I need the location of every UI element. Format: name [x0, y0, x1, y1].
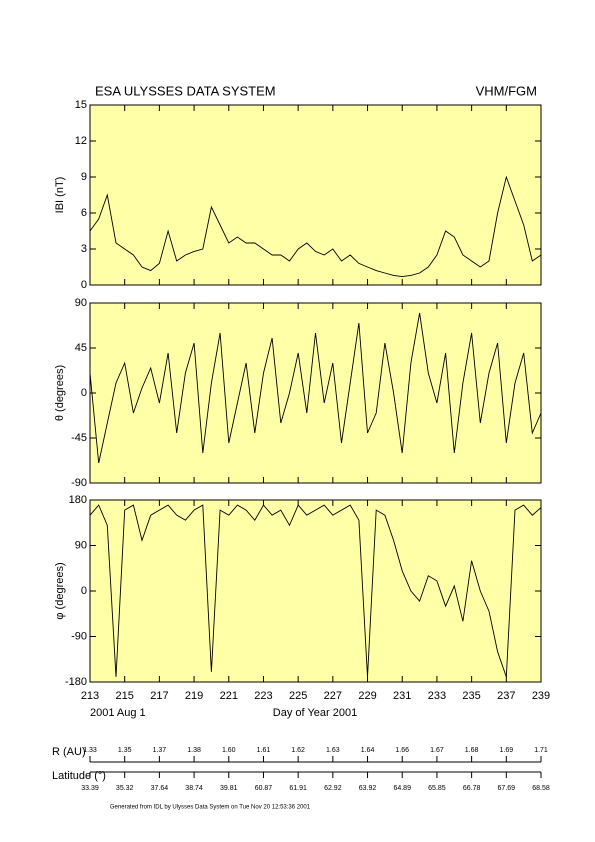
- x-tick-label: 231: [393, 690, 411, 702]
- y-tick-label: 15: [75, 99, 87, 111]
- x-tick-label: 227: [324, 690, 342, 702]
- lat-value: 38.74: [185, 785, 203, 792]
- r-value: 1.63: [326, 747, 340, 754]
- plot-area: [89, 302, 542, 484]
- y-tick-label: -45: [71, 432, 87, 444]
- lat-value: 61.91: [289, 785, 307, 792]
- r-value: 1.68: [465, 747, 479, 754]
- lat-value: 35.32: [116, 785, 134, 792]
- r-value: 1.66: [395, 747, 409, 754]
- lat-value: 62.92: [324, 785, 342, 792]
- footer: Generated from IDL by Ulysses Data Syste…: [110, 805, 311, 811]
- y-tick-label: 180: [69, 494, 87, 506]
- r-value: 1.61: [257, 747, 271, 754]
- y-tick-label: 90: [75, 297, 87, 309]
- x-tick-label: 229: [358, 690, 376, 702]
- y-tick-label: 0: [81, 585, 87, 597]
- x-tick-label: 223: [254, 690, 272, 702]
- r-value: 1.71: [534, 747, 548, 754]
- y-tick-label: 0: [81, 279, 87, 291]
- x-tick-label: 217: [150, 690, 168, 702]
- data-line: [89, 175, 542, 278]
- r-value: 1.69: [499, 747, 513, 754]
- y-tick-label: 9: [81, 171, 87, 183]
- r-value: 1.35: [118, 747, 132, 754]
- r-value: 1.38: [187, 747, 201, 754]
- instrument: VHM/FGM: [476, 83, 537, 98]
- r-value: 1.62: [291, 747, 305, 754]
- plot-area: [89, 104, 542, 286]
- data-line: [89, 312, 542, 464]
- y-tick-label: 0: [81, 387, 87, 399]
- x-tick-label: 213: [81, 690, 99, 702]
- lat-value: 66.78: [463, 785, 481, 792]
- x-axis-label: Day of Year 2001: [273, 707, 357, 719]
- lat-value: 63.92: [359, 785, 377, 792]
- plot-area: [89, 499, 542, 683]
- y-axis-label: φ (degrees): [54, 562, 66, 619]
- lat-value: 39.81: [220, 785, 238, 792]
- y-tick-label: 12: [75, 135, 87, 147]
- y-tick-label: 3: [81, 243, 87, 255]
- r-value: 1.67: [430, 747, 444, 754]
- data-line: [89, 504, 542, 678]
- start-date: 2001 Aug 1: [90, 707, 146, 719]
- y-tick-label: 90: [75, 539, 87, 551]
- lat-value: 68.58: [532, 785, 550, 792]
- title: ESA ULYSSES DATA SYSTEM: [95, 83, 276, 98]
- lat-value: 64.89: [393, 785, 411, 792]
- x-tick-label: 233: [428, 690, 446, 702]
- r-value: 1.60: [222, 747, 236, 754]
- lat-value: 37.64: [151, 785, 169, 792]
- x-tick-label: 219: [185, 690, 203, 702]
- y-tick-label: 45: [75, 342, 87, 354]
- lat-value: 33.39: [81, 785, 99, 792]
- x-tick-label: 239: [532, 690, 550, 702]
- x-tick-label: 237: [497, 690, 515, 702]
- x-tick-label: 225: [289, 690, 307, 702]
- y-axis-label: θ (degrees): [54, 365, 66, 421]
- y-axis-label: IBI (nT): [54, 177, 66, 214]
- lat-value: 67.69: [498, 785, 516, 792]
- lat-value: 60.87: [255, 785, 273, 792]
- x-tick-label: 215: [116, 690, 134, 702]
- lat-value: 65.85: [428, 785, 446, 792]
- r-value: 1.37: [153, 747, 167, 754]
- y-tick-label: -90: [71, 630, 87, 642]
- r-label: R (AU): [52, 746, 86, 758]
- y-tick-label: -180: [65, 676, 87, 688]
- r-value: 1.33: [83, 747, 97, 754]
- y-tick-label: -90: [71, 477, 87, 489]
- x-tick-label: 221: [220, 690, 238, 702]
- r-value: 1.64: [361, 747, 375, 754]
- y-tick-label: 6: [81, 207, 87, 219]
- x-tick-label: 235: [462, 690, 480, 702]
- lat-label: Latitude (°): [52, 770, 106, 782]
